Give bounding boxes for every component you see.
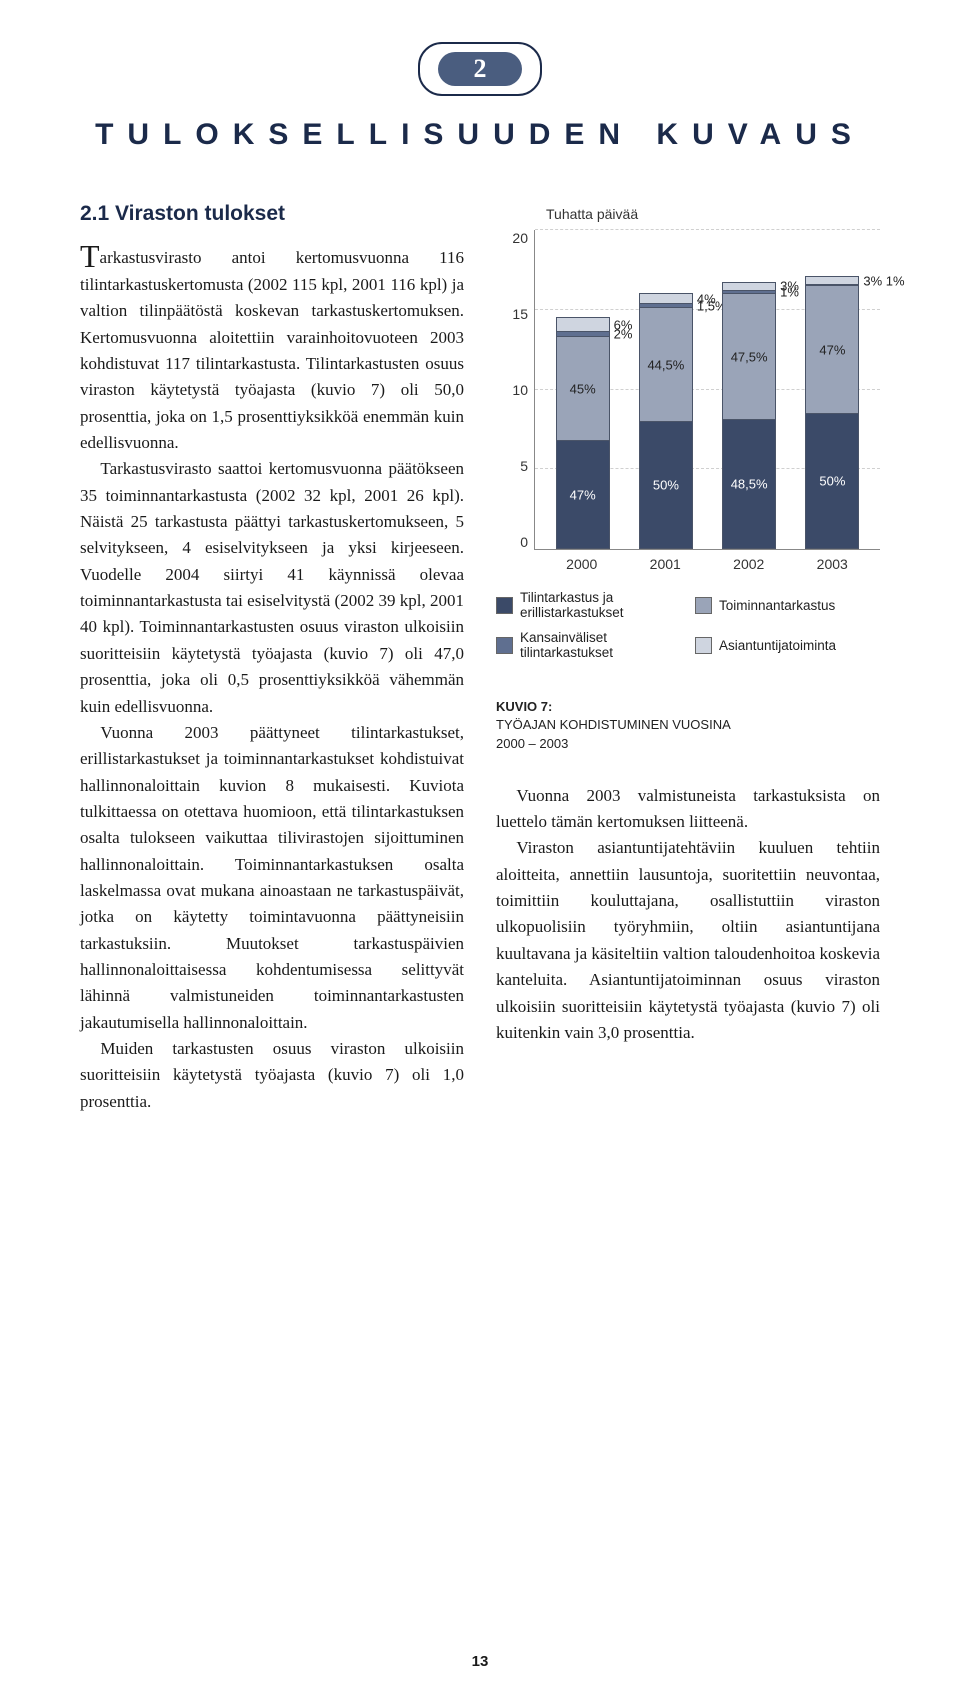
- chart-bar: 48,5% 47,5% 1%3%: [722, 282, 776, 549]
- chart-bar: 50% 44,5% 1,5%4%: [639, 293, 693, 549]
- chart-segment-tilintarkastus: 47%: [556, 440, 610, 549]
- chapter-badge: 2: [418, 42, 542, 96]
- work-time-chart: Tuhatta päivää 20151050 47%45%2%6%50%44,…: [496, 206, 880, 753]
- chart-segment-tilintarkastus: 48,5%: [722, 419, 776, 549]
- legend-swatch: [496, 597, 513, 614]
- chart-segment-toiminnantarkastus: 44,5%: [639, 307, 693, 421]
- right-p2: Viraston asiantuntijatehtäviin kuuluen t…: [496, 835, 880, 1046]
- left-body: Tarkastusvirasto antoi kertomusvuonna 11…: [80, 240, 464, 1115]
- legend-label: Tilintarkastus ja erillistarkastukset: [520, 590, 681, 620]
- chart-y-tick: 0: [520, 534, 528, 550]
- left-p4: Muiden tarkastusten osuus viraston ulkoi…: [80, 1036, 464, 1115]
- chart-caption-text: TYÖAJAN KOHDISTUMINEN VUOSINA 2000 – 200…: [496, 717, 731, 750]
- chart-segment-label: 45%: [570, 381, 596, 396]
- chart-y-tick: 15: [512, 306, 528, 322]
- legend-label: Toiminnantarkastus: [719, 598, 835, 613]
- left-p3: Vuonna 2003 päättyneet tilintarkastukset…: [80, 720, 464, 1036]
- chart-plot: 47%45%2%6%50%44,5%1,5%4%48,5%47,5%1%3%50…: [534, 230, 880, 550]
- dropcap: T: [80, 238, 100, 274]
- section-heading: 2.1 Viraston tulokset: [80, 202, 464, 226]
- left-p1: Tarkastusvirasto antoi kertomusvuonna 11…: [80, 240, 464, 456]
- chart-segment-asiantuntija: 3% 1%: [805, 276, 859, 284]
- page-number: 13: [472, 1653, 489, 1670]
- chart-bar: 50% 47% 3% 1%: [805, 276, 859, 549]
- legend-label: Kansainväliset tilintarkastukset: [520, 630, 681, 660]
- chart-caption-label: KUVIO 7:: [496, 699, 552, 714]
- chart-caption: KUVIO 7: TYÖAJAN KOHDISTUMINEN VUOSINA 2…: [496, 680, 880, 753]
- chart-y-title: Tuhatta päivää: [546, 206, 880, 222]
- legend-item: Asiantuntijatoiminta: [695, 630, 880, 660]
- chart-y-tick: 10: [512, 382, 528, 398]
- right-column: Tuhatta päivää 20151050 47%45%2%6%50%44,…: [496, 202, 880, 1115]
- right-p1: Vuonna 2003 valmistuneista tarkastuksist…: [496, 783, 880, 836]
- chart-segment-label: 47%: [819, 342, 845, 357]
- chart-segment-kansainvaliset: 1%: [722, 290, 776, 293]
- page: 2 TULOKSELLISUUDEN KUVAUS 2.1 Viraston t…: [0, 0, 960, 1694]
- chart-bar: 47% 45% 2%6%: [556, 317, 610, 549]
- chart-segment-asiantuntija: 3%: [722, 282, 776, 290]
- chart-segment-kansainvaliset: 2%: [556, 331, 610, 336]
- chart-segment-label: 3% 1%: [863, 273, 904, 288]
- chart-y-axis: 20 15 10 5 0: [496, 230, 534, 550]
- chart-y-tick: 20: [512, 230, 528, 246]
- chart-segment-tilintarkastus: 50%: [639, 421, 693, 549]
- chart-segment-kansainvaliset: [805, 284, 859, 285]
- chart-x-tick: 2002: [722, 556, 776, 572]
- legend-swatch: [695, 637, 712, 654]
- chapter-number: 2: [438, 52, 522, 86]
- chart-x-tick: 2001: [638, 556, 692, 572]
- columns: 2.1 Viraston tulokset Tarkastusvirasto a…: [80, 202, 880, 1115]
- chart-area: 20151050 47%45%2%6%50%44,5%1,5%4%48,5%47…: [496, 230, 880, 550]
- right-body: Vuonna 2003 valmistuneista tarkastuksist…: [496, 783, 880, 1046]
- chart-segment-label: 3%: [780, 279, 799, 294]
- chart-x-tick: 2000: [555, 556, 609, 572]
- chart-x-tick: 2003: [805, 556, 859, 572]
- chart-segment-label: 50%: [653, 478, 679, 493]
- legend-item: Tilintarkastus ja erillistarkastukset: [496, 590, 681, 620]
- legend-swatch: [695, 597, 712, 614]
- chart-segment-toiminnantarkastus: 47,5%: [722, 293, 776, 419]
- chart-gridline: [535, 229, 880, 230]
- legend-item: Toiminnantarkastus: [695, 590, 880, 620]
- chart-segment-kansainvaliset: 1,5%: [639, 303, 693, 307]
- chart-legend: Tilintarkastus ja erillistarkastukset Toi…: [496, 590, 880, 660]
- chart-segment-label: 6%: [614, 317, 633, 332]
- legend-item: Kansainväliset tilintarkastukset: [496, 630, 681, 660]
- chapter-title: TULOKSELLISUUDEN KUVAUS: [80, 118, 880, 152]
- chart-segment-label: 47%: [570, 487, 596, 502]
- chart-segment-tilintarkastus: 50%: [805, 413, 859, 549]
- chart-segment-label: 50%: [819, 474, 845, 489]
- chart-y-tick: 5: [520, 458, 528, 474]
- chart-segment-label: 44,5%: [647, 357, 684, 372]
- chart-segment-label: 47,5%: [731, 349, 768, 364]
- chart-segment-label: 4%: [697, 291, 716, 306]
- chart-segment-asiantuntija: 6%: [556, 317, 610, 331]
- chart-x-axis: 2000 2001 2002 2003: [534, 550, 880, 572]
- chart-segment-asiantuntija: 4%: [639, 293, 693, 303]
- left-p2: Tarkastusvirasto saattoi kertomusvuonna …: [80, 456, 464, 719]
- chart-segment-toiminnantarkastus: 47%: [805, 285, 859, 413]
- chart-segment-label: 48,5%: [731, 477, 768, 492]
- legend-label: Asiantuntijatoiminta: [719, 638, 836, 653]
- left-column: 2.1 Viraston tulokset Tarkastusvirasto a…: [80, 202, 464, 1115]
- legend-swatch: [496, 637, 513, 654]
- chart-segment-toiminnantarkastus: 45%: [556, 336, 610, 440]
